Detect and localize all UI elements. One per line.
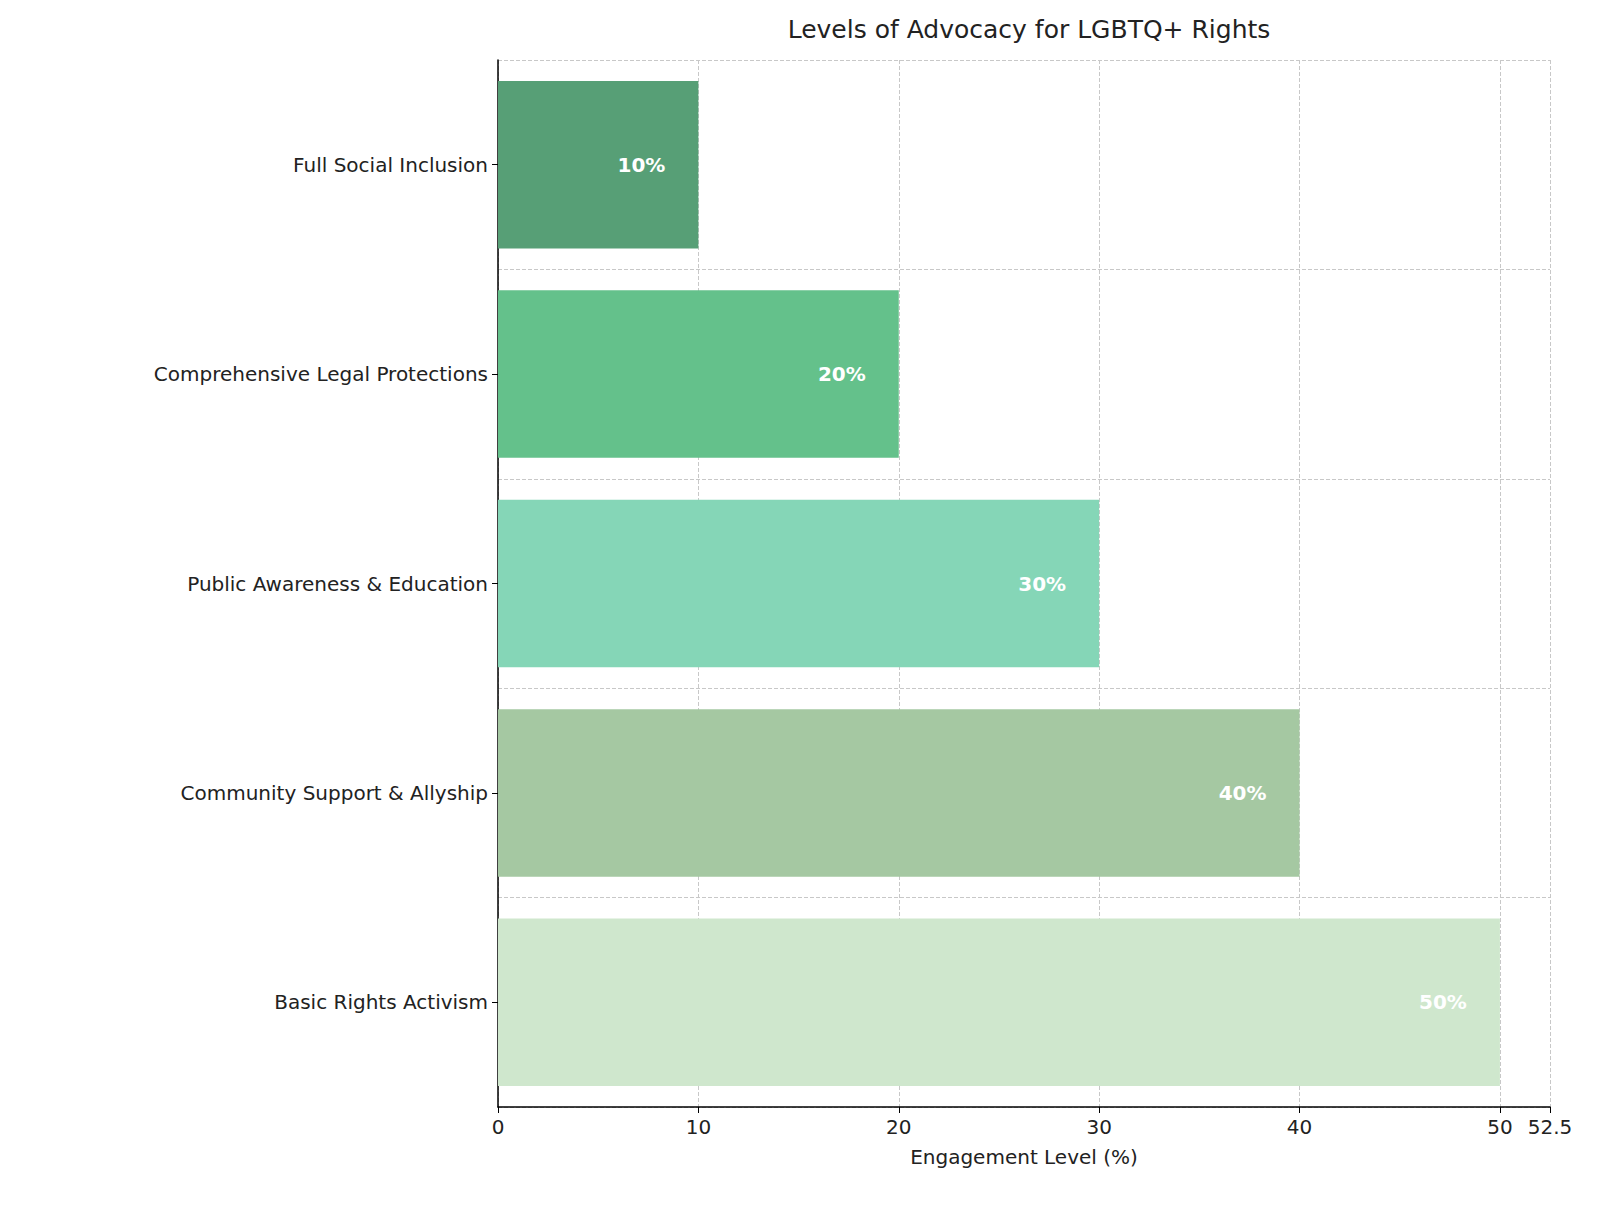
svg-text:52.5: 52.5: [1528, 1115, 1573, 1139]
svg-text:40: 40: [1287, 1115, 1312, 1139]
svg-text:40%: 40%: [1219, 781, 1267, 805]
svg-text:30%: 30%: [1018, 572, 1066, 596]
svg-text:50: 50: [1487, 1115, 1512, 1139]
svg-text:20%: 20%: [818, 362, 866, 386]
svg-text:Levels of Advocacy for LGBTQ+: Levels of Advocacy for LGBTQ+ Rights: [788, 15, 1271, 44]
svg-text:30: 30: [1086, 1115, 1111, 1139]
svg-text:Engagement Level (%): Engagement Level (%): [910, 1145, 1138, 1169]
svg-text:20: 20: [886, 1115, 911, 1139]
svg-text:Comprehensive Legal Protection: Comprehensive Legal Protections: [154, 362, 488, 386]
svg-text:Full Social Inclusion: Full Social Inclusion: [293, 153, 488, 177]
svg-text:10: 10: [686, 1115, 711, 1139]
svg-text:10%: 10%: [618, 153, 666, 177]
svg-text:Community Support & Allyship: Community Support & Allyship: [181, 781, 488, 805]
svg-text:50%: 50%: [1419, 990, 1467, 1014]
svg-text:Basic Rights Activism: Basic Rights Activism: [274, 990, 488, 1014]
svg-text:0: 0: [492, 1115, 505, 1139]
svg-text:Public Awareness & Education: Public Awareness & Education: [187, 572, 488, 596]
